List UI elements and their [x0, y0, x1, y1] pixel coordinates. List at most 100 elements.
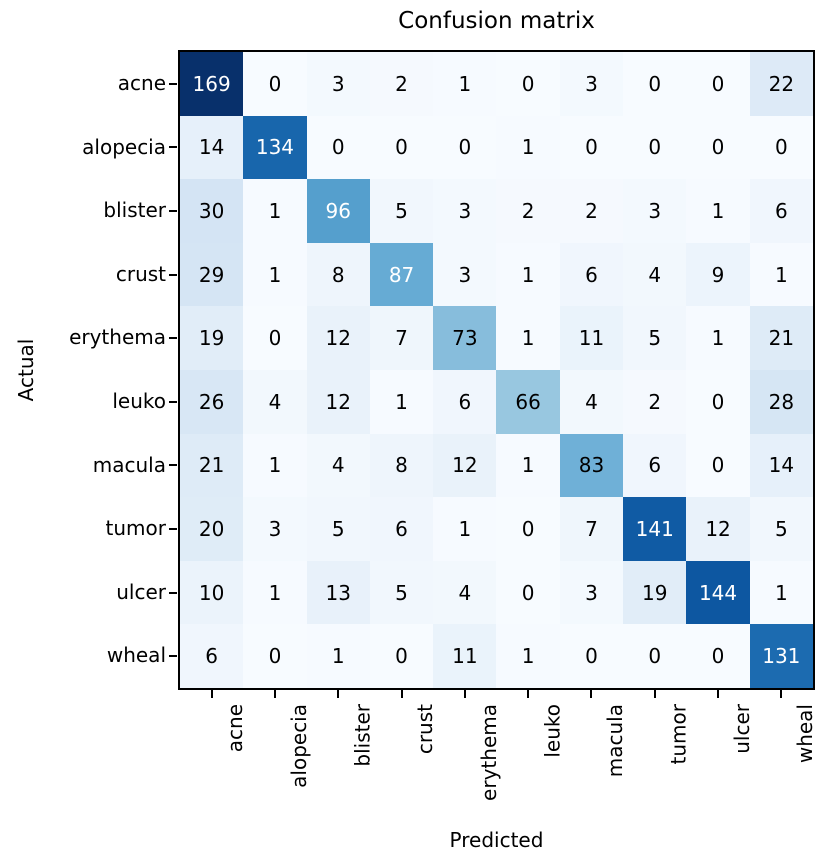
matrix-cell: 0 [686, 115, 750, 180]
y-tick-mark [169, 337, 177, 340]
matrix-cell: 87 [369, 242, 434, 307]
matrix-cell: 1 [306, 624, 370, 688]
x-tick-mark [527, 690, 530, 698]
matrix-cell: 22 [749, 52, 813, 116]
matrix-cell: 3 [559, 52, 624, 116]
matrix-cell: 2 [496, 179, 560, 243]
x-tick-label: tumor [666, 704, 691, 765]
matrix-cell: 3 [243, 497, 307, 561]
matrix-cell: 8 [369, 433, 434, 498]
matrix-cell: 12 [686, 497, 750, 561]
matrix-cell: 3 [559, 560, 624, 625]
x-tick-mark [780, 690, 783, 698]
matrix-cell: 7 [559, 497, 624, 561]
matrix-cell: 144 [686, 560, 750, 625]
matrix-cell: 1 [749, 560, 813, 625]
matrix-cell: 5 [306, 497, 370, 561]
matrix-cell: 0 [369, 624, 434, 688]
y-tick-mark [169, 400, 177, 403]
x-tick-label: leuko [540, 704, 565, 758]
matrix-cell: 2 [559, 179, 624, 243]
matrix-cell: 0 [243, 306, 307, 370]
matrix-cell: 5 [369, 179, 434, 243]
matrix-cell: 1 [749, 242, 813, 307]
y-tick-mark [169, 146, 177, 149]
matrix-cell: 134 [243, 115, 307, 180]
matrix-cell: 169 [180, 52, 244, 116]
matrix-cell: 12 [306, 306, 370, 370]
matrix-cell: 0 [243, 624, 307, 688]
matrix-cell: 3 [433, 242, 497, 307]
matrix-cell: 19 [180, 306, 244, 370]
matrix-cell: 12 [306, 369, 370, 434]
matrix-cell: 0 [433, 115, 497, 180]
x-tick-mark [273, 690, 276, 698]
y-tick-label: tumor [105, 516, 166, 541]
matrix-cell: 1 [496, 624, 560, 688]
y-tick-mark [169, 655, 177, 658]
matrix-cell: 0 [686, 624, 750, 688]
y-tick-label: ulcer [116, 579, 166, 604]
matrix-cell: 10 [180, 560, 244, 625]
x-tick-label: alopecia [286, 704, 311, 788]
matrix-cell: 96 [306, 179, 370, 243]
x-tick-label: acne [223, 704, 248, 753]
matrix-cell: 0 [496, 497, 560, 561]
matrix-cell: 6 [433, 369, 497, 434]
x-tick-mark [653, 690, 656, 698]
y-tick-mark [169, 82, 177, 85]
matrix-cell: 28 [749, 369, 813, 434]
matrix-cell: 6 [559, 242, 624, 307]
matrix-cell: 73 [433, 306, 497, 370]
matrix-cell: 1 [686, 179, 750, 243]
matrix-cell: 0 [559, 115, 624, 180]
x-tick-mark [400, 690, 403, 698]
y-tick-mark [169, 464, 177, 467]
matrix-cell: 1 [243, 242, 307, 307]
matrix-cell: 2 [623, 369, 687, 434]
y-tick-label: alopecia [82, 134, 166, 159]
matrix-cell: 0 [686, 52, 750, 116]
y-tick-label: erythema [69, 325, 166, 350]
matrix-cell: 5 [623, 306, 687, 370]
matrix-cell: 131 [749, 624, 813, 688]
x-tick-mark [337, 690, 340, 698]
y-tick-label: leuko [112, 389, 166, 413]
matrix-cell: 1 [433, 497, 497, 561]
matrix-cell: 20 [180, 497, 244, 561]
matrix-cell: 7 [369, 306, 434, 370]
matrix-cell: 1 [686, 306, 750, 370]
matrix-cell: 4 [433, 560, 497, 625]
matrix-cell: 0 [306, 115, 370, 180]
matrix-cell: 1 [433, 52, 497, 116]
matrix-cell: 3 [433, 179, 497, 243]
x-axis-label: Predicted [449, 828, 544, 852]
y-tick-label: crust [115, 261, 166, 286]
y-tick-label: wheal [106, 643, 166, 668]
y-tick-mark [169, 528, 177, 530]
x-tick-label: ulcer [730, 704, 755, 754]
matrix-cell: 5 [369, 560, 434, 625]
matrix-cell: 14 [180, 115, 244, 180]
matrix-cell: 3 [306, 52, 370, 116]
matrix-cell: 0 [559, 624, 624, 688]
y-tick-label: acne [117, 71, 166, 95]
matrix-cell: 0 [496, 52, 560, 116]
x-tick-mark [590, 690, 593, 698]
matrix-cell: 0 [686, 369, 750, 434]
matrix-cell: 4 [306, 433, 370, 498]
matrix-cell: 0 [749, 115, 813, 180]
matrix-cell: 1 [496, 433, 560, 498]
matrix-cell: 14 [749, 433, 813, 498]
heatmap-grid: 169 0 3 2 1 0 3 0 0 22 14 134 0 0 0 1 0 0 0 0 30 1 96 5 3 2 2 3 1 6 29… [178, 50, 815, 690]
matrix-cell: 19 [623, 560, 687, 625]
x-tick-label: erythema [476, 704, 501, 801]
x-tick-mark [210, 690, 213, 698]
x-tick-label: crust [413, 704, 438, 755]
matrix-cell: 6 [180, 624, 244, 688]
matrix-cell: 5 [749, 497, 813, 561]
matrix-cell: 6 [369, 497, 434, 561]
matrix-cell: 30 [180, 179, 244, 243]
chart-title: Confusion matrix [398, 8, 595, 34]
matrix-cell: 66 [496, 369, 560, 434]
